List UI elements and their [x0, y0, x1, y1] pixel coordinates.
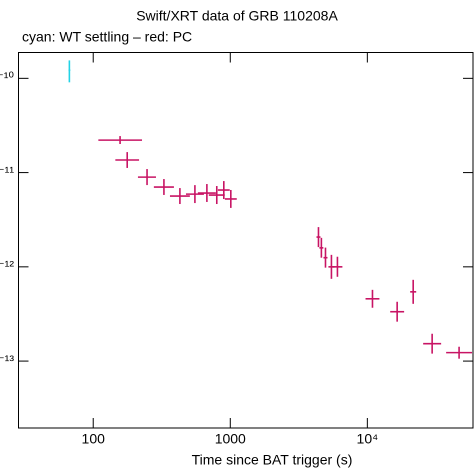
y-tick-label: 10⁻¹³ — [0, 352, 14, 368]
chart-subtitle: cyan: WT settling – red: PC — [22, 29, 192, 45]
x-axis-label: Time since BAT trigger (s) — [192, 452, 353, 468]
y-tick-label: 10⁻¹¹ — [0, 163, 14, 179]
x-tick-label: 100 — [82, 431, 106, 447]
y-tick-label: 10⁻¹² — [0, 258, 14, 274]
x-tick-label: 10⁴ — [357, 431, 379, 447]
y-tick-label: 10⁻¹⁰ — [0, 69, 14, 85]
chart-title: Swift/XRT data of GRB 110208A — [136, 8, 338, 24]
plot-frame — [18, 52, 474, 429]
x-tick-label: 1000 — [215, 431, 246, 447]
